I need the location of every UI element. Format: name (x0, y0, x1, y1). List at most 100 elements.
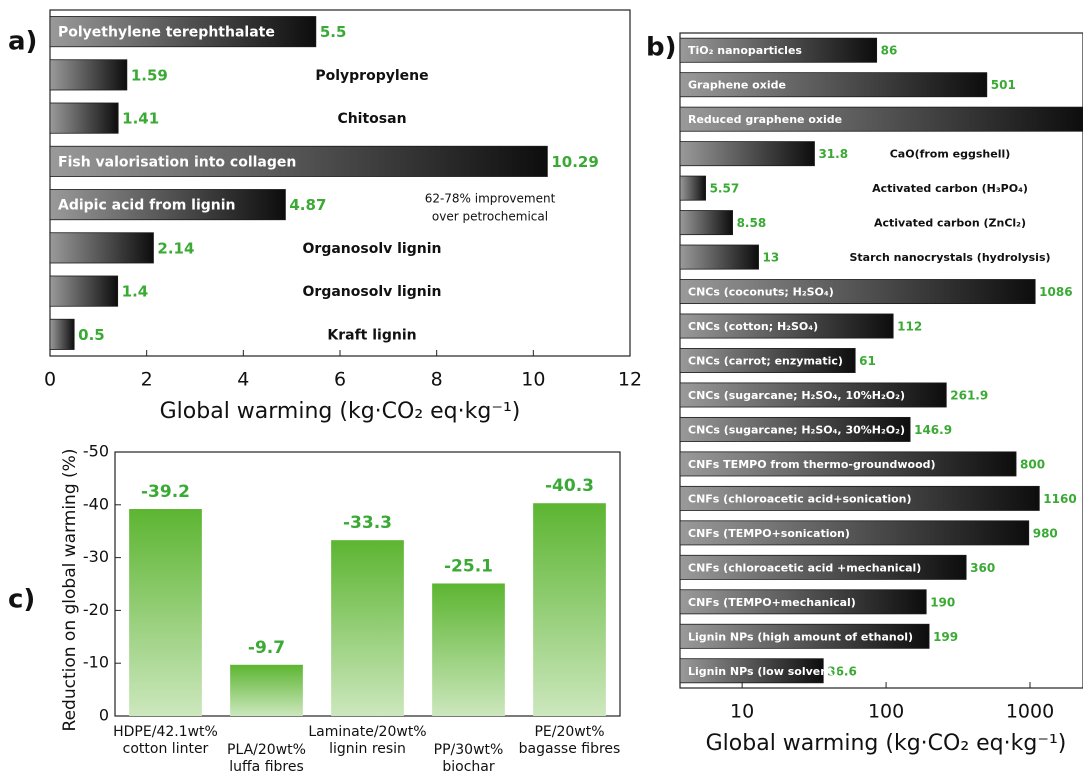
x-tick-label: 8 (431, 369, 443, 391)
panel-label: b) (646, 33, 677, 63)
bar-label: CNFs (chloroacetic acid+sonication) (688, 492, 912, 505)
x-tick-label: 10 (730, 701, 754, 723)
bar (679, 37, 878, 63)
x-tick-line: cotton linter (123, 741, 209, 757)
x-axis-label: Global warming (kg·CO₂ eq·kg⁻¹) (706, 731, 1067, 756)
bar-label: Polyethylene terephthalate (58, 25, 275, 41)
value-label: 2.14 (157, 239, 194, 257)
bar-label: Fish valorisation into collagen (58, 154, 296, 170)
value-label: -25.1 (444, 556, 493, 576)
bar (49, 59, 128, 91)
value-label: 112 (897, 320, 922, 334)
x-tick-line: luffa fibres (229, 759, 304, 775)
panel-label: c) (8, 585, 35, 615)
x-tick-line: biochar (442, 759, 494, 775)
bar-label: CNFs (TEMPO+sonication) (688, 527, 850, 540)
x-tick-label: 6 (334, 369, 346, 391)
bar (679, 623, 930, 649)
x-tick-label: PLA/20wt% luffa fibres (227, 742, 306, 775)
bar-label: CNCs (sugarcane; H₂SO₄, 10%H₂O₂) (688, 389, 905, 402)
value-label: 0.5 (78, 326, 105, 344)
value-label: 261.9 (950, 388, 988, 402)
x-tick-label: PE/20wt% bagasse fibres (519, 724, 621, 757)
bar-label: Activated carbon (ZnCl₂) (874, 217, 1026, 230)
bar-label: Starch nanocrystals (hydrolysis) (849, 251, 1050, 264)
value-label: 360 (970, 561, 995, 575)
x-tick-label: 4 (237, 369, 249, 391)
bar-label: CNCs (cotton; H₂SO₄) (688, 320, 818, 333)
bar (679, 589, 927, 615)
bar (679, 658, 824, 684)
bar-label: CNFs (chloroacetic acid +mechanical) (688, 561, 921, 574)
bar (49, 318, 75, 350)
bar-label: CNCs (carrot; enzymatic) (688, 355, 843, 368)
x-tick-label: PP/30wt% biochar (434, 742, 504, 775)
value-label: 1086 (1039, 285, 1072, 299)
value-label: 8.58 (737, 216, 767, 230)
x-tick-label: 0 (44, 369, 56, 391)
bar (129, 509, 202, 716)
x-tick-line: Laminate/20wt% (308, 724, 426, 740)
value-label: 190 (930, 595, 955, 609)
y-tick-label: -20 (83, 600, 109, 619)
bar-label: CNCs (coconuts; H₂SO₄) (688, 286, 834, 299)
value-label: 199 (933, 630, 958, 644)
x-tick-line: lignin resin (329, 741, 406, 757)
bar (49, 189, 286, 221)
value-label: 5.57 (710, 182, 740, 196)
bar (679, 485, 1040, 511)
value-label: 4.87 (289, 196, 326, 214)
value-label: 1160 (1043, 492, 1076, 506)
bar (679, 313, 894, 339)
value-label: 86 (881, 44, 898, 58)
bar (679, 348, 856, 373)
x-tick-label: 10 (521, 369, 545, 391)
x-axis-label: Global warming (kg·CO₂ eq·kg⁻¹) (160, 399, 521, 424)
bar (432, 583, 505, 716)
bar-label: CNFs (TEMPO+mechanical) (688, 596, 856, 609)
value-label: 36.6 (827, 664, 857, 678)
bar (49, 275, 119, 307)
bar-label: CNCs (sugarcane; H₂SO₄, 30%H₂O₂) (688, 423, 905, 436)
x-tick-line: PP/30wt% (434, 742, 504, 758)
x-tick-label: HDPE/42.1wt% cotton linter (113, 724, 218, 757)
bar (679, 72, 988, 98)
bar (679, 416, 911, 442)
value-label: -9.7 (248, 638, 285, 658)
bar-label: Polypropylene (315, 68, 428, 84)
x-tick-label: 12 (618, 369, 642, 391)
y-tick-label: -50 (83, 442, 109, 461)
value-label: 1.41 (122, 110, 159, 128)
bar (230, 664, 303, 716)
value-label: 1.4 (122, 283, 149, 301)
value-label: 1.59 (131, 66, 168, 84)
bar (679, 175, 706, 201)
value-label: 10.29 (551, 153, 598, 171)
bar-label: Organosolv lignin (303, 241, 442, 257)
bar (533, 503, 606, 716)
bar (679, 210, 733, 236)
x-tick-label: 100 (868, 701, 904, 723)
bar-label: CNFs TEMPO from thermo-groundwood) (688, 458, 936, 471)
value-label: -33.3 (343, 513, 392, 533)
bar-label: Activated carbon (H₃PO₄) (872, 182, 1028, 195)
bar (49, 16, 317, 48)
value-label: 501 (991, 78, 1016, 92)
bar (679, 141, 815, 167)
x-tick-label: 2 (141, 369, 153, 391)
annotation: over petrochemical (432, 210, 548, 224)
value-label: -40.3 (545, 476, 594, 496)
x-tick-line: PLA/20wt% (227, 742, 306, 758)
y-tick-label: -30 (83, 547, 109, 566)
value-label: 31.8 (818, 147, 848, 161)
value-label: 5.5 (320, 23, 347, 41)
bar (49, 102, 119, 134)
x-tick-label: 1000 (1006, 701, 1054, 723)
bar-label: Adipic acid from lignin (58, 198, 236, 214)
annotation: 62-78% improvement (425, 192, 556, 206)
x-tick-label: Laminate/20wt% lignin resin (308, 724, 426, 757)
bar (679, 279, 1036, 305)
bar-label: Lignin NPs (low solvent) (688, 665, 838, 678)
bar (679, 520, 1030, 546)
value-label: 980 (1033, 526, 1058, 540)
